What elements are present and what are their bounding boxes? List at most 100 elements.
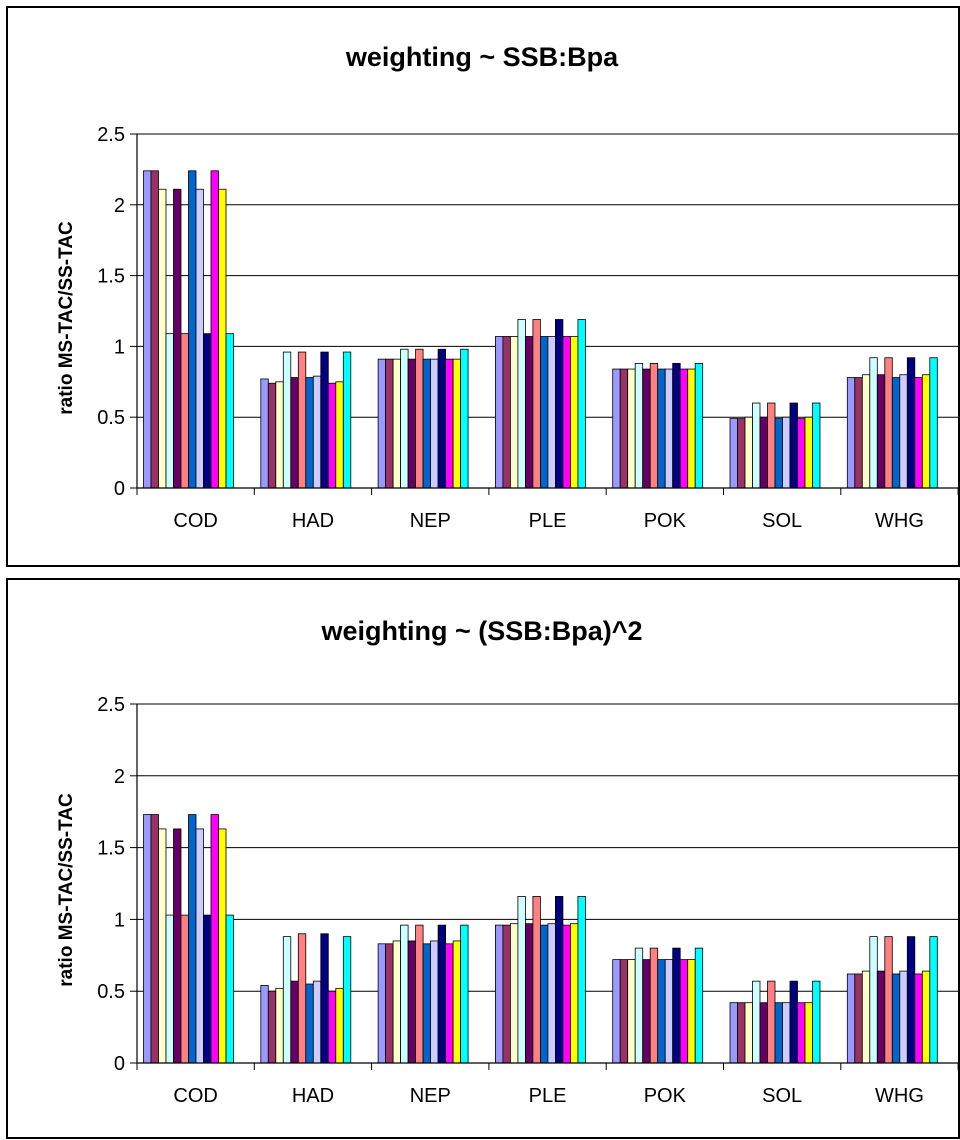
bar-whg-3 [861,970,871,1064]
bar-whg-6 [884,357,893,489]
bar-pok-1 [612,959,621,1064]
bar-cod-4 [165,914,174,1064]
bar-cod-10 [210,170,219,489]
chart-panel-ssb-bpa: weighting ~ SSB:Bpa ratio MS-TAC/SS-TAC … [6,6,960,567]
y-tick-label: 0 [114,1053,125,1075]
bar-sol-10 [797,418,806,489]
bar-nep-2 [385,358,394,489]
bar-pok-4 [634,947,644,1064]
bar-had-12 [342,936,352,1064]
bar-whg-7 [891,377,901,489]
bar-whg-9 [906,357,916,489]
bar-ple-8 [547,336,556,489]
bar-pok-2 [619,368,629,489]
bar-whg-6 [884,936,893,1064]
bar-nep-1 [377,943,387,1064]
bar-ple-7 [540,336,549,489]
bar-sol-7 [774,418,783,489]
bar-pok-11 [687,368,696,489]
bar-whg-9 [906,936,916,1064]
bar-cod-11 [218,828,227,1064]
bar-whg-1 [846,377,856,489]
y-tick-label: 0.5 [97,407,125,429]
bar-whg-5 [876,374,886,489]
bar-pok-9 [672,947,681,1064]
bar-sol-8 [782,1002,791,1064]
x-tick-label: SOL [762,510,802,532]
bar-nep-5 [407,940,417,1064]
bar-had-10 [327,382,337,489]
bar-had-7 [305,983,314,1064]
bar-cod-8 [195,188,204,489]
bar-cod-2 [150,814,159,1064]
x-tick-label: NEP [410,510,451,532]
bar-whg-3 [861,374,871,489]
y-tick-label: 2 [114,195,125,217]
bar-had-3 [275,381,284,489]
bar-nep-6 [415,924,424,1064]
x-tick-label: POK [644,510,687,532]
bar-pok-3 [627,959,636,1064]
bar-cod-3 [158,828,167,1064]
bar-cod-6 [180,333,189,489]
bar-sol-3 [744,1002,753,1064]
bar-ple-12 [577,896,586,1064]
bar-sol-1 [729,1002,738,1064]
bar-ple-2 [502,924,511,1064]
bar-ple-6 [532,896,541,1064]
bar-nep-12 [460,924,469,1064]
bar-whg-11 [921,374,931,489]
bar-ple-3 [509,336,519,489]
bar-had-7 [305,377,314,489]
bar-ple-5 [525,336,534,489]
bar-sol-9 [789,980,798,1064]
bar-cod-2 [150,170,159,489]
x-tick-label: NEP [410,1085,451,1107]
bar-pok-1 [612,368,621,489]
bar-ple-7 [540,924,549,1064]
bar-pok-10 [679,959,689,1064]
bar-had-11 [335,381,344,489]
bar-nep-9 [437,348,447,489]
x-tick-label: SOL [762,1085,802,1107]
bar-cod-1 [143,814,152,1064]
bar-whg-12 [929,357,938,489]
bar-whg-7 [891,973,901,1064]
y-tick-label: 1.5 [97,838,125,860]
bar-sol-8 [782,416,791,489]
bar-sol-9 [789,402,798,489]
bar-cod-4 [165,333,174,489]
bar-whg-2 [854,973,863,1064]
bar-ple-6 [532,319,541,489]
bar-nep-4 [400,924,409,1064]
bar-pok-10 [679,368,689,489]
chart-title: weighting ~ (SSB:Bpa)^2 [320,616,642,646]
bar-pok-5 [642,368,651,489]
bar-ple-4 [517,896,526,1064]
bar-cod-1 [143,170,152,489]
bar-nep-1 [377,358,387,489]
chart-title: weighting ~ SSB:Bpa [345,42,619,72]
y-tick-label: 2.5 [97,694,125,716]
bar-cod-5 [173,188,182,489]
bar-whg-4 [869,936,878,1064]
bar-pok-2 [619,959,629,1064]
y-tick-label: 0 [114,478,125,500]
x-tick-label: PLE [529,510,567,532]
bar-sol-6 [767,402,776,489]
bar-cod-9 [203,333,212,489]
bar-sol-2 [737,1002,746,1064]
bar-whg-5 [876,970,886,1064]
bar-nep-4 [400,348,409,489]
bar-sol-4 [752,980,761,1064]
bar-had-6 [297,933,307,1064]
bar-had-9 [320,351,329,489]
bar-chart-ssb-bpa-squared: weighting ~ (SSB:Bpa)^2 ratio MS-TAC/SS-… [56,616,958,1107]
bar-sol-3 [744,416,753,489]
bar-had-2 [267,382,277,489]
bar-whg-8 [899,374,908,489]
y-tick-label: 1 [114,336,125,358]
bar-cod-7 [188,814,197,1064]
bar-ple-12 [577,319,586,489]
bar-nep-10 [445,358,454,489]
